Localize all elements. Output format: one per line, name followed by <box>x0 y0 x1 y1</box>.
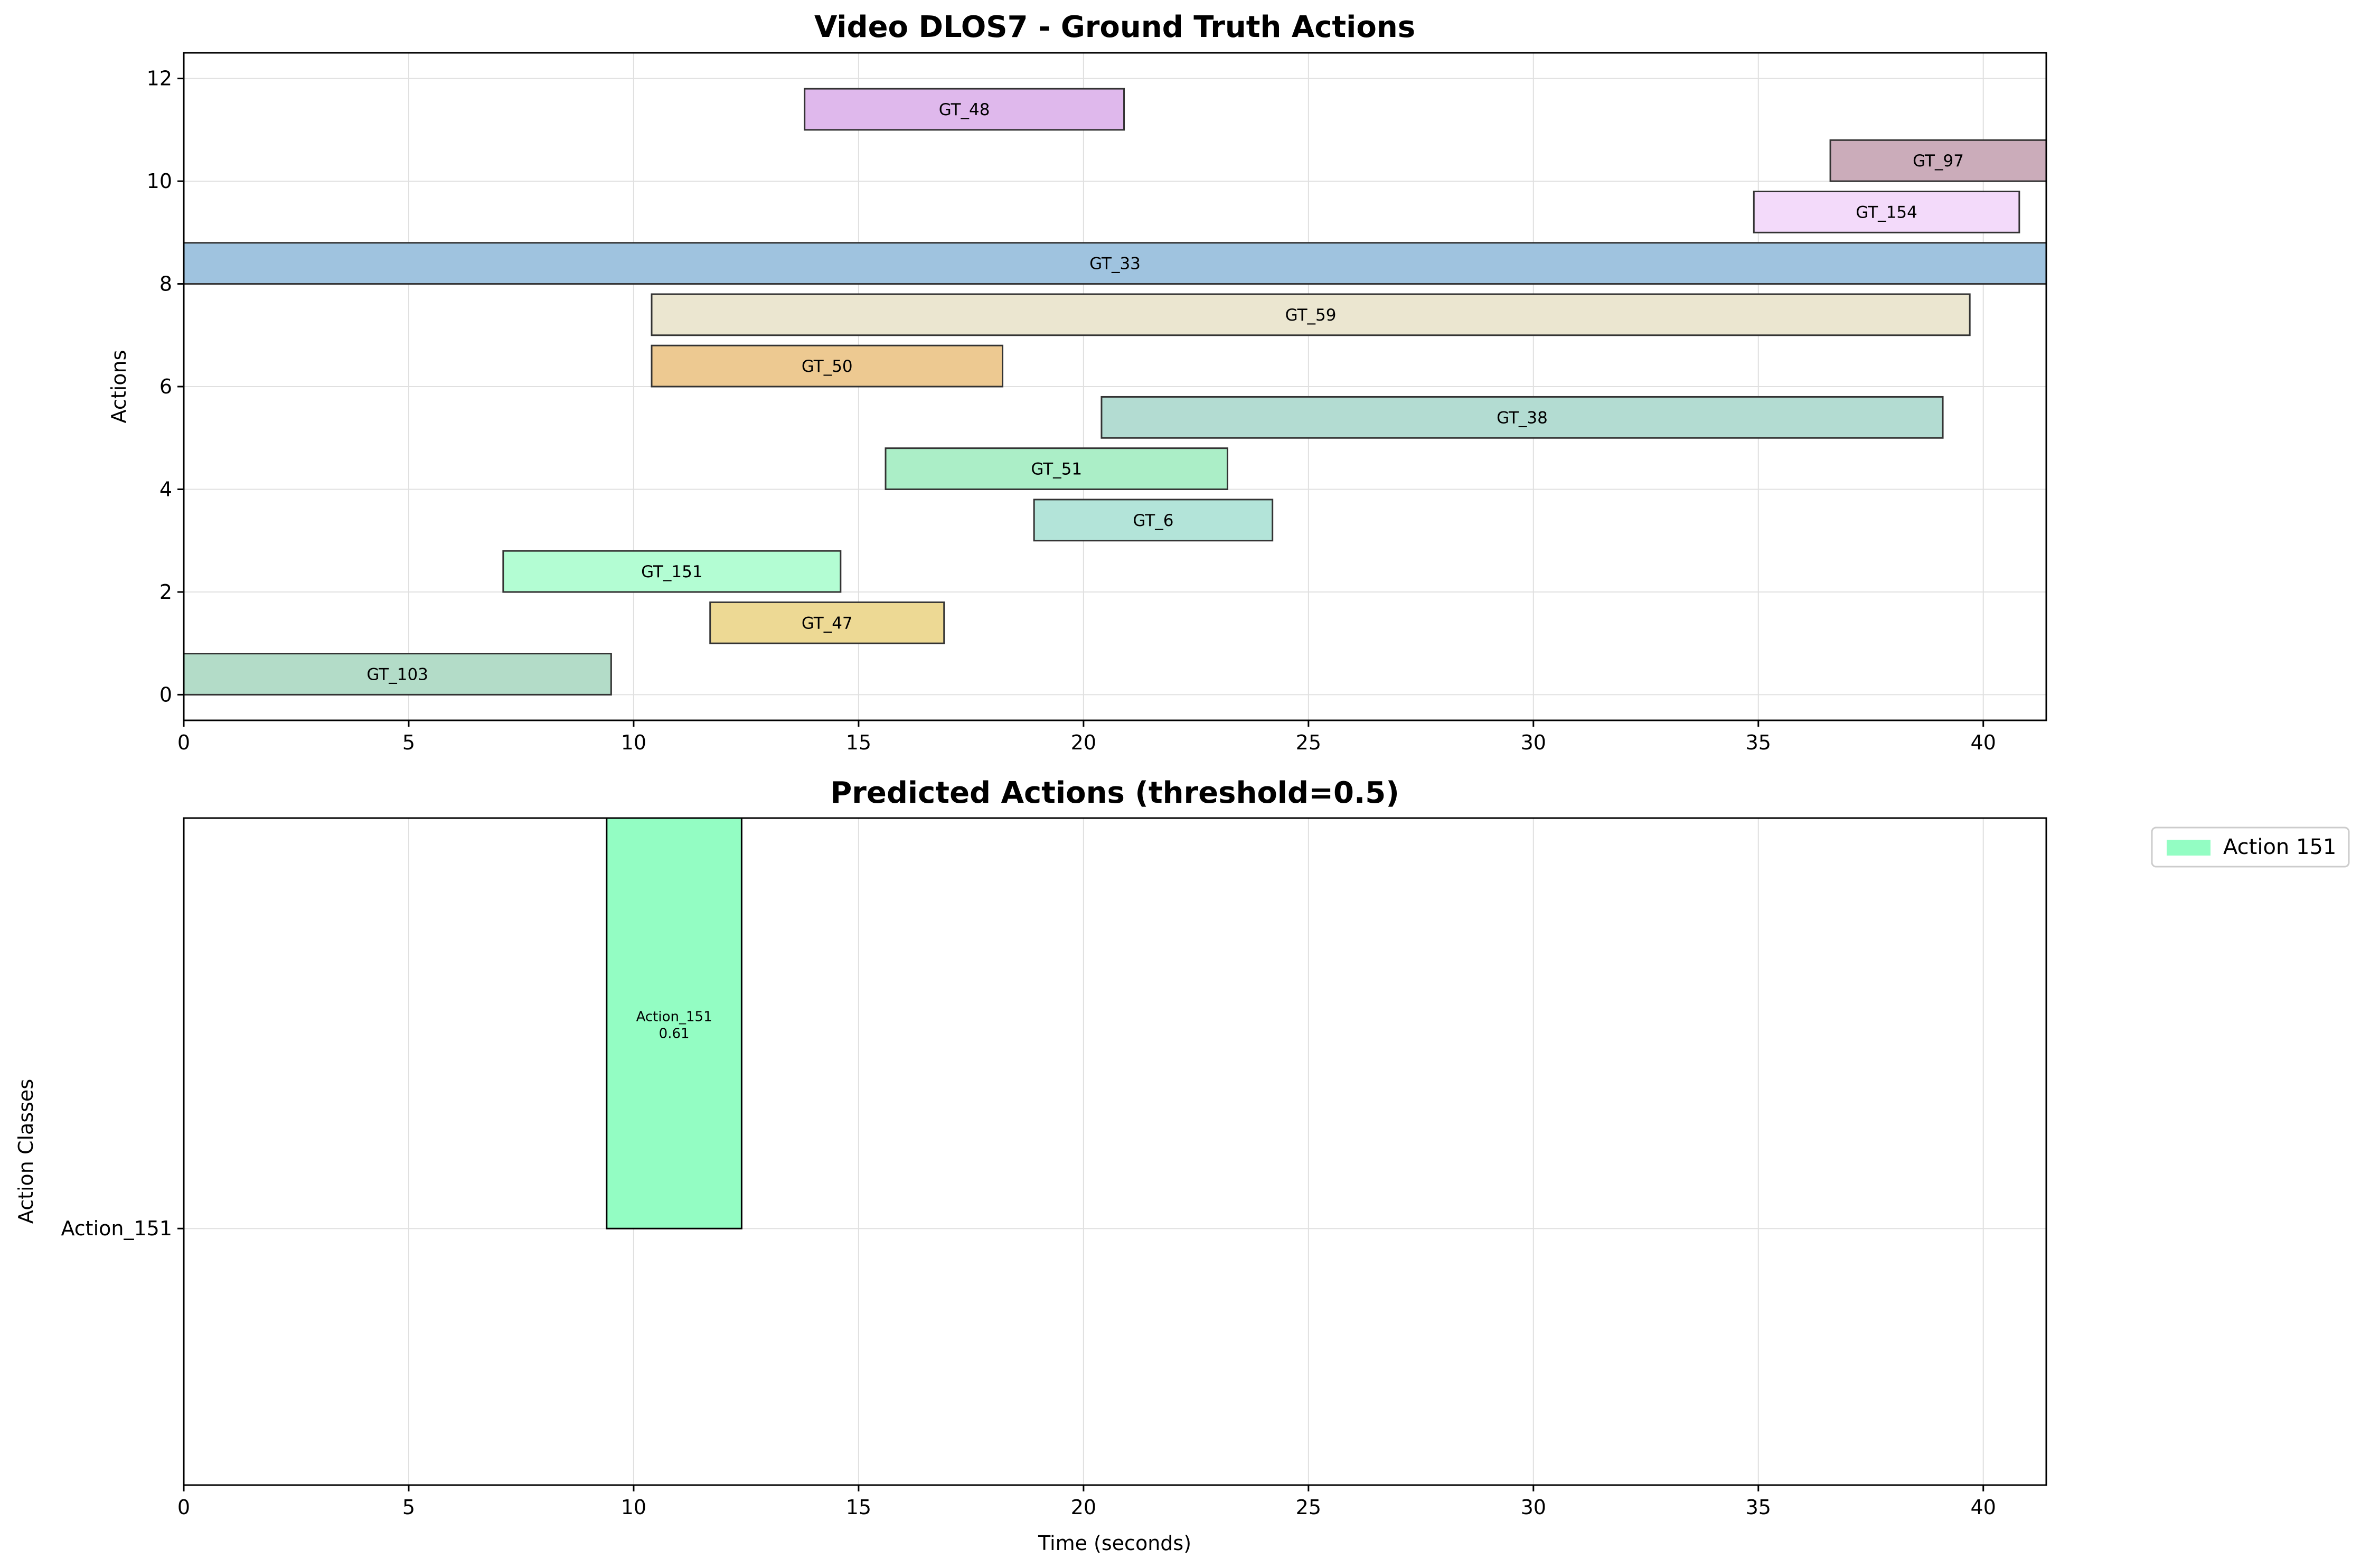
top-x-ticks: 0 5 10 15 20 25 30 35 40 <box>177 720 1996 754</box>
top-x-tick-label: 10 <box>621 731 646 754</box>
gt-bar-label: GT_154 <box>1856 203 1917 222</box>
ground-truth-panel: GT_103 GT_47 GT_151 GT_6 GT_51 GT_38 GT_50 GT_5… <box>107 10 2047 754</box>
gt-bar-label: GT_6 <box>1133 511 1173 530</box>
top-y-axis-label: Actions <box>107 350 130 424</box>
bottom-x-ticks: 0 5 10 15 20 25 30 35 40 <box>177 1485 1996 1519</box>
gt-bar-label: GT_47 <box>802 614 853 633</box>
top-x-tick-label: 5 <box>402 731 415 754</box>
legend-label: Action 151 <box>2223 835 2336 859</box>
gt-bar <box>183 242 2047 285</box>
top-x-tick-label: 40 <box>1971 731 1996 754</box>
bottom-y-ticks: Action_151 <box>61 1217 184 1240</box>
top-y-tick-label: 4 <box>159 477 172 501</box>
top-y-tick-label: 8 <box>159 273 172 296</box>
bottom-x-tick-label: 10 <box>621 1496 646 1519</box>
gt-bar <box>502 550 842 593</box>
top-y-tick-label: 12 <box>147 67 172 90</box>
legend-frame <box>2151 827 2350 868</box>
bottom-x-tick-label: 35 <box>1746 1496 1771 1519</box>
gt-bar <box>651 344 1004 388</box>
legend-swatch <box>2167 840 2211 856</box>
bottom-gridlines <box>183 818 2046 1485</box>
bottom-x-tick-label: 20 <box>1071 1496 1096 1519</box>
gt-bar <box>651 293 1971 336</box>
gt-bar-label: GT_151 <box>641 562 703 581</box>
top-y-tick-label: 6 <box>159 375 172 398</box>
gt-bar-label: GT_50 <box>802 357 853 376</box>
bottom-chart-title: Predicted Actions (threshold=0.5) <box>830 776 1399 810</box>
bottom-x-tick-label: 5 <box>402 1496 415 1519</box>
gt-bar-label: GT_103 <box>366 665 428 684</box>
gt-bar <box>1829 139 2047 182</box>
legend: Action 151 <box>2151 827 2350 868</box>
bottom-x-tick-label: 0 <box>177 1496 190 1519</box>
top-x-tick-label: 20 <box>1071 731 1096 754</box>
prediction-bar-score-label: 0.61 <box>659 1026 690 1042</box>
gt-bar <box>1100 396 1944 439</box>
bottom-x-axis-label: Time (seconds) <box>1038 1532 1191 1555</box>
top-y-tick-label: 10 <box>147 170 172 193</box>
bottom-x-tick-label: 25 <box>1296 1496 1321 1519</box>
gt-bar <box>804 88 1125 131</box>
bottom-x-tick-label: 40 <box>1971 1496 1996 1519</box>
bottom-x-tick-label: 30 <box>1521 1496 1546 1519</box>
gt-bar-label: GT_48 <box>939 100 990 119</box>
top-x-tick-label: 25 <box>1296 731 1321 754</box>
top-y-ticks: 0 2 4 6 8 10 12 <box>147 67 184 706</box>
top-x-tick-label: 0 <box>177 731 190 754</box>
gt-bar-label: GT_97 <box>1913 152 1964 171</box>
gt-bar-label: GT_59 <box>1285 306 1337 325</box>
ground-truth-bars: GT_103 GT_47 GT_151 GT_6 GT_51 GT_38 GT_50 GT_5… <box>183 88 2047 696</box>
top-chart-title: Video DLOS7 - Ground Truth Actions <box>814 10 1415 44</box>
prediction-bar <box>606 817 742 1229</box>
gt-bar <box>1753 191 2020 233</box>
top-x-tick-label: 35 <box>1746 731 1771 754</box>
gt-bar-label: GT_51 <box>1031 460 1082 479</box>
bottom-y-tick-label: Action_151 <box>61 1217 172 1240</box>
gt-bar <box>183 653 612 696</box>
gt-bar-label: GT_38 <box>1497 408 1548 427</box>
top-x-tick-label: 15 <box>846 731 871 754</box>
gt-bar-label: GT_33 <box>1089 255 1141 274</box>
bottom-y-axis-label: Action Classes <box>14 1079 37 1224</box>
gt-bar <box>709 601 945 644</box>
bottom-plot-frame <box>183 817 2047 1486</box>
prediction-bar-class-label: Action_151 <box>636 1009 712 1025</box>
bottom-x-tick-label: 15 <box>846 1496 871 1519</box>
top-y-tick-label: 2 <box>159 580 172 604</box>
top-y-tick-label: 0 <box>159 683 172 706</box>
gt-bar <box>885 447 1228 490</box>
gt-bar <box>1033 499 1274 542</box>
top-x-tick-label: 30 <box>1521 731 1546 754</box>
